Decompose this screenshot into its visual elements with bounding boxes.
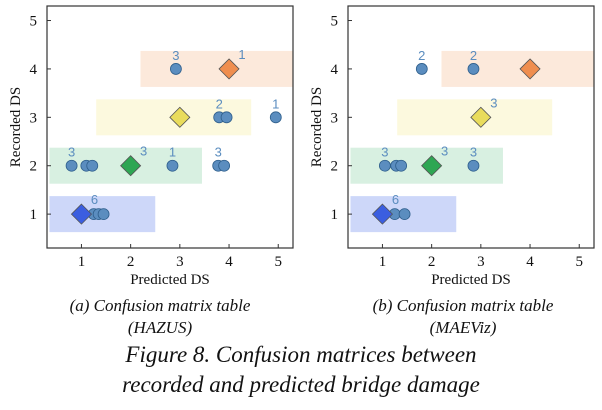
subcaption-a-line1: (a) Confusion matrix table xyxy=(10,295,310,317)
off-diagonal-point xyxy=(379,160,390,171)
off-diagonal-point xyxy=(270,112,281,123)
chart-hazus: 1 2 3 4 5 1 2 3 4 5 Predicted DS Recorded DS 3 1 3 2 1 3 6… xyxy=(0,0,301,300)
band-level-4 xyxy=(140,51,293,87)
count-label: 2 xyxy=(216,96,223,111)
y-tick-label: 5 xyxy=(331,14,339,30)
x-tick-label: 1 xyxy=(78,254,86,270)
off-diagonal-point xyxy=(468,160,479,171)
off-diagonal-point xyxy=(221,112,232,123)
x-tick-label: 4 xyxy=(526,254,534,270)
off-diagonal-point xyxy=(396,160,407,171)
x-axis-title: Predicted DS xyxy=(130,272,210,288)
count-label: 3 xyxy=(490,95,497,110)
count-label: 3 xyxy=(68,145,75,160)
y-tick-label: 1 xyxy=(331,207,339,223)
off-diagonal-point xyxy=(66,160,77,171)
y-tick-label: 4 xyxy=(331,62,339,78)
figure-caption: Figure 8. Confusion matrices between rec… xyxy=(0,340,602,400)
off-diagonal-point xyxy=(170,63,181,74)
count-label: 6 xyxy=(392,192,399,207)
x-tick-label: 1 xyxy=(379,254,387,270)
count-label: 3 xyxy=(140,144,147,159)
y-tick-label: 2 xyxy=(30,159,38,175)
x-tick-label: 3 xyxy=(477,254,485,270)
subcaption-a-line2: (HAZUS) xyxy=(10,317,310,339)
count-label: 1 xyxy=(169,145,176,160)
y-tick-label: 3 xyxy=(331,110,339,126)
figure-caption-line2: recorded and predicted bridge damage xyxy=(0,370,602,400)
off-diagonal-point xyxy=(219,160,230,171)
x-tick-label: 3 xyxy=(176,254,184,270)
y-axis-title: Recorded DS xyxy=(8,87,24,167)
y-tick-label: 3 xyxy=(30,110,38,126)
off-diagonal-point xyxy=(468,63,479,74)
y-tick-label: 5 xyxy=(30,14,38,30)
off-diagonal-point xyxy=(98,209,109,220)
count-label: 3 xyxy=(215,145,222,160)
y-tick-label: 1 xyxy=(30,207,38,223)
figure-caption-line1: Figure 8. Confusion matrices between xyxy=(0,340,602,370)
count-label: 3 xyxy=(470,145,477,160)
subcaption-b-line1: (b) Confusion matrix table xyxy=(318,295,602,317)
y-axis-title: Recorded DS xyxy=(309,87,325,167)
count-label: 1 xyxy=(238,47,245,62)
x-tick-label: 4 xyxy=(225,254,233,270)
count-label: 2 xyxy=(418,48,425,63)
chart-maeviz: 1 2 3 4 5 1 2 3 4 5 Predicted DS Recorded DS 3 3 2 2 6 3 3 xyxy=(301,0,602,300)
off-diagonal-point xyxy=(87,160,98,171)
count-label: 2 xyxy=(470,48,477,63)
y-tick-label: 2 xyxy=(331,159,339,175)
off-diagonal-point xyxy=(416,63,427,74)
subcaption-b: (b) Confusion matrix table (MAEViz) xyxy=(318,295,602,339)
count-label: 3 xyxy=(441,144,448,159)
count-label: 6 xyxy=(91,192,98,207)
x-tick-label: 5 xyxy=(274,254,282,270)
off-diagonal-point xyxy=(167,160,178,171)
band-level-4 xyxy=(441,51,594,87)
count-label: 1 xyxy=(272,96,279,111)
x-tick-label: 2 xyxy=(428,254,436,270)
x-tick-label: 5 xyxy=(575,254,583,270)
count-label: 3 xyxy=(172,48,179,63)
subcaption-a: (a) Confusion matrix table (HAZUS) xyxy=(10,295,310,339)
count-label: 3 xyxy=(381,145,388,160)
x-tick-label: 2 xyxy=(127,254,135,270)
x-axis-title: Predicted DS xyxy=(431,272,511,288)
off-diagonal-point xyxy=(399,209,410,220)
y-tick-label: 4 xyxy=(30,62,38,78)
subcaption-b-line2: (MAEViz) xyxy=(318,317,602,339)
